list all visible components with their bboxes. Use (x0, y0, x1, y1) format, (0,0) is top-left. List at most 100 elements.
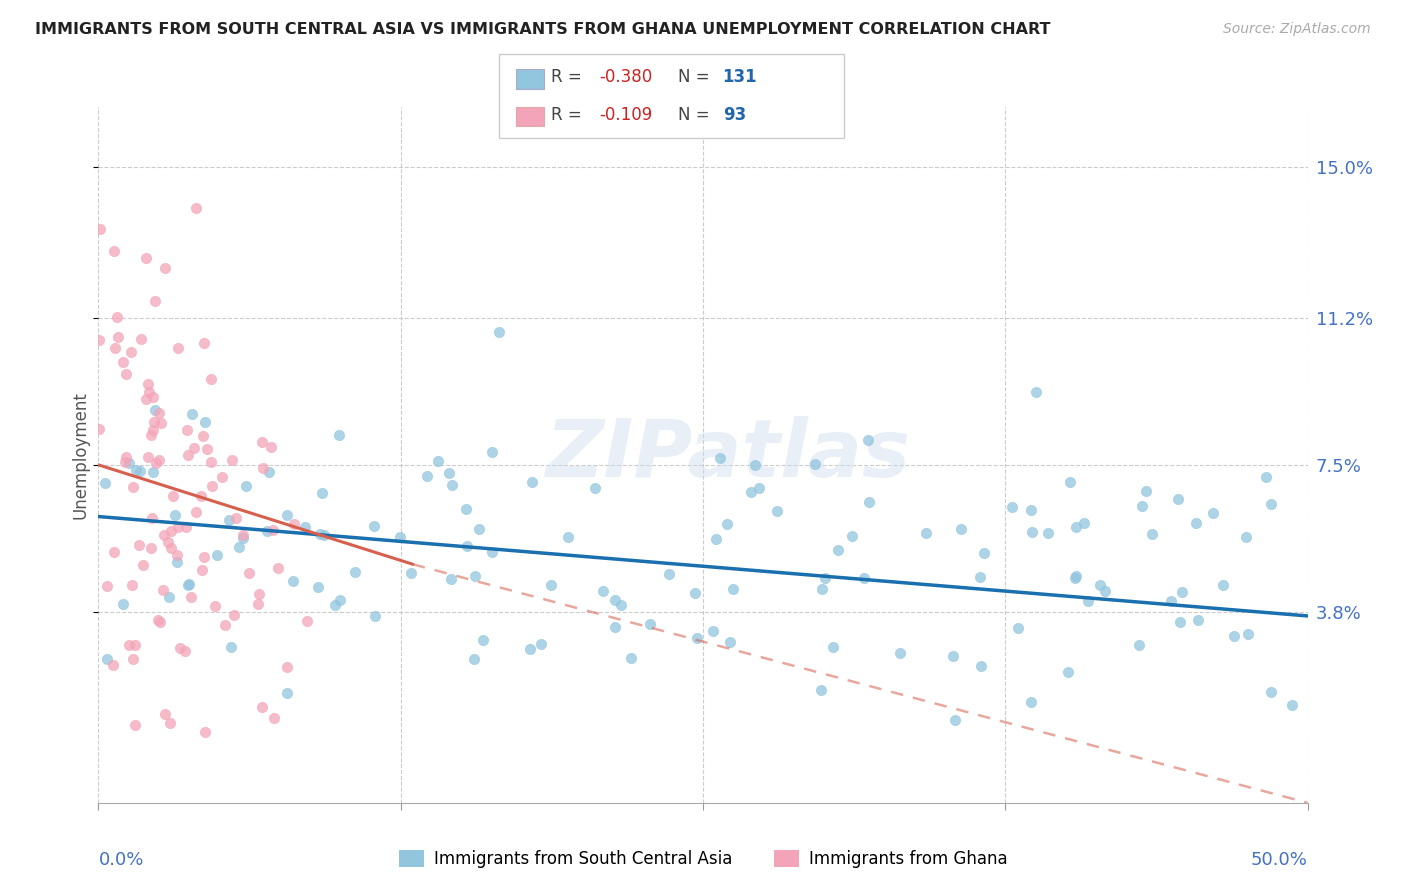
Point (87, 422, 110, 436)
Point (205, 549, 228, 563)
Point (853, 571, 876, 585)
Point (969, 570, 991, 584)
Point (96, 579, 118, 593)
Point (1057, 665, 1080, 680)
Text: 131: 131 (723, 69, 758, 87)
Point (685, 586, 707, 600)
Point (155, 707, 177, 722)
Point (135, 251, 157, 265)
Point (142, 391, 165, 405)
Point (183, 441, 205, 455)
Point (224, 608, 246, 623)
Text: -0.380: -0.380 (599, 69, 652, 87)
Point (1281, 698, 1303, 712)
Point (1036, 526, 1059, 541)
Point (225, 511, 247, 525)
Point (1064, 569, 1087, 583)
Point (720, 635, 742, 649)
Point (1223, 629, 1246, 643)
Point (388, 530, 411, 544)
Point (1171, 584, 1194, 599)
Point (295, 614, 318, 628)
Point (1167, 492, 1189, 507)
Point (821, 640, 844, 654)
Point (257, 465, 280, 479)
Point (1001, 500, 1024, 514)
Point (744, 458, 766, 472)
Point (184, 505, 207, 519)
Text: N =: N = (678, 105, 714, 123)
Point (190, 489, 212, 503)
Point (401, 566, 423, 581)
Point (124, 638, 146, 652)
Point (488, 325, 510, 339)
Point (1076, 594, 1098, 608)
Point (1212, 578, 1234, 592)
Point (276, 686, 298, 700)
Point (180, 407, 202, 421)
Point (246, 597, 269, 611)
Point (165, 508, 187, 523)
Point (557, 530, 579, 544)
Point (1059, 475, 1081, 490)
Point (283, 516, 305, 531)
Point (195, 442, 218, 457)
Point (174, 520, 197, 534)
Point (1254, 470, 1277, 484)
Point (942, 648, 965, 663)
Point (193, 336, 215, 351)
Point (1234, 531, 1257, 545)
Point (1130, 499, 1153, 513)
Point (118, 456, 141, 470)
Point (1094, 584, 1116, 599)
Text: R =: R = (551, 69, 588, 87)
Point (132, 558, 155, 572)
Point (136, 376, 159, 391)
Point (118, 638, 141, 652)
Point (177, 578, 200, 592)
Point (193, 429, 215, 443)
Point (363, 519, 385, 533)
Point (159, 716, 181, 731)
Point (139, 428, 162, 442)
Point (344, 565, 367, 579)
Point (481, 445, 503, 459)
Point (686, 632, 709, 646)
Point (228, 540, 250, 554)
Point (364, 608, 387, 623)
Point (1064, 520, 1087, 534)
Point (250, 700, 273, 714)
Point (129, 464, 152, 478)
Point (114, 367, 136, 381)
Y-axis label: Unemployment: Unemployment (72, 391, 90, 519)
Point (162, 489, 184, 503)
Point (456, 539, 478, 553)
Point (136, 450, 159, 464)
Point (914, 525, 936, 540)
Point (1073, 516, 1095, 530)
Point (94, 476, 117, 491)
Point (415, 469, 437, 483)
Point (1019, 695, 1042, 709)
Point (740, 484, 762, 499)
Point (87, 333, 110, 347)
Point (471, 632, 494, 647)
Point (540, 578, 562, 592)
Point (463, 652, 485, 666)
Text: 50.0%: 50.0% (1251, 850, 1308, 869)
Point (221, 452, 243, 467)
Text: IMMIGRANTS FROM SOUTH CENTRAL ASIA VS IMMIGRANTS FROM GHANA UNEMPLOYMENT CORRELA: IMMIGRANTS FROM SOUTH CENTRAL ASIA VS IM… (35, 22, 1050, 37)
Point (200, 372, 222, 386)
Point (194, 415, 217, 429)
Point (716, 516, 738, 531)
Point (148, 406, 170, 420)
Point (112, 597, 135, 611)
Point (125, 462, 148, 476)
Point (174, 643, 197, 657)
Point (96, 652, 118, 666)
Point (166, 548, 188, 562)
Point (1007, 621, 1029, 635)
Point (973, 546, 995, 560)
Point (128, 538, 150, 552)
Point (439, 572, 461, 586)
